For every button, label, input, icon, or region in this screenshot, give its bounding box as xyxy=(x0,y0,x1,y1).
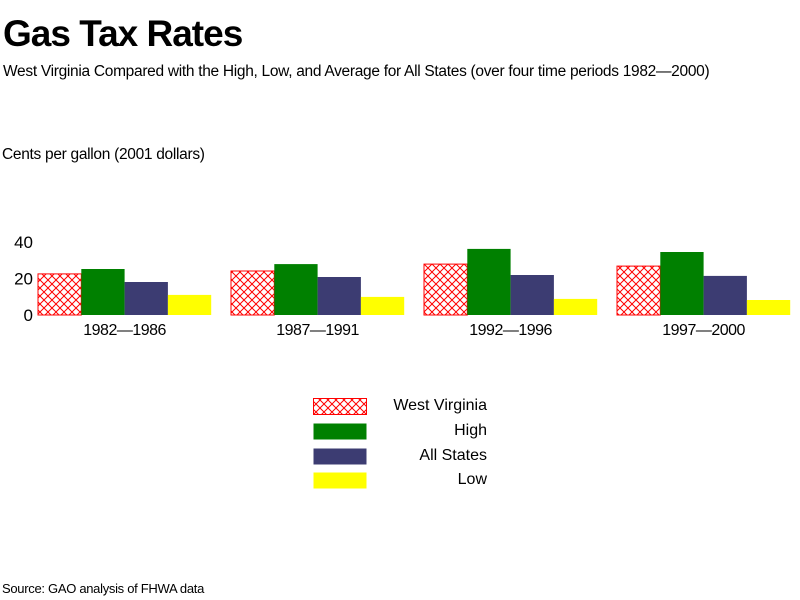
bar-west_virginia-2 xyxy=(423,263,468,316)
legend-label-all_states: All States xyxy=(419,447,487,464)
bar-high-3 xyxy=(660,252,704,315)
x-axis-ticks: 1982—1986 1987—1991 1992—1996 1997—2000 xyxy=(83,322,746,339)
bar-all_states-2 xyxy=(510,275,554,315)
bar-low-0 xyxy=(167,294,212,315)
x-tick-label: 1982—1986 xyxy=(83,322,166,339)
bar-low-1 xyxy=(360,296,405,315)
legend-swatch-west_virginia xyxy=(313,398,367,415)
legend-swatch-low xyxy=(313,472,367,489)
bar-west_virginia-1 xyxy=(230,270,275,316)
bar-west_virginia-0 xyxy=(37,273,82,316)
y-axis-ticks: 0 20 40 xyxy=(14,233,33,325)
legend-label-west_virginia: West Virginia xyxy=(393,397,487,414)
legend-label-high: High xyxy=(454,422,487,439)
bar-all_states-0 xyxy=(124,282,168,315)
bar-high-0 xyxy=(81,269,125,315)
bar-high-2 xyxy=(467,248,511,315)
y-tick-label: 0 xyxy=(24,306,33,325)
legend-swatches xyxy=(313,398,367,489)
bar-west_virginia-3 xyxy=(616,265,661,316)
bar-all_states-3 xyxy=(703,275,747,315)
legend-label-low: Low xyxy=(457,471,487,488)
bar-all_states-1 xyxy=(317,277,361,315)
x-tick-label: 1992—1996 xyxy=(469,322,552,339)
y-tick-label: 20 xyxy=(14,270,33,289)
x-tick-label: 1997—2000 xyxy=(662,322,745,339)
y-axis-label: Cents per gallon (2001 dollars) xyxy=(2,146,205,163)
chart-title: Gas Tax Rates xyxy=(3,13,243,54)
x-tick-label: 1987—1991 xyxy=(276,322,359,339)
chart-subtitle: West Virginia Compared with the High, Lo… xyxy=(3,63,710,80)
y-tick-label: 40 xyxy=(14,233,33,252)
bar-low-3 xyxy=(746,300,791,315)
legend-swatch-all_states xyxy=(313,448,367,465)
bar-high-1 xyxy=(274,264,318,315)
bars xyxy=(37,248,791,316)
bar-low-2 xyxy=(553,298,598,315)
legend-swatch-high xyxy=(313,423,367,440)
source-note: Source: GAO analysis of FHWA data xyxy=(2,581,205,596)
